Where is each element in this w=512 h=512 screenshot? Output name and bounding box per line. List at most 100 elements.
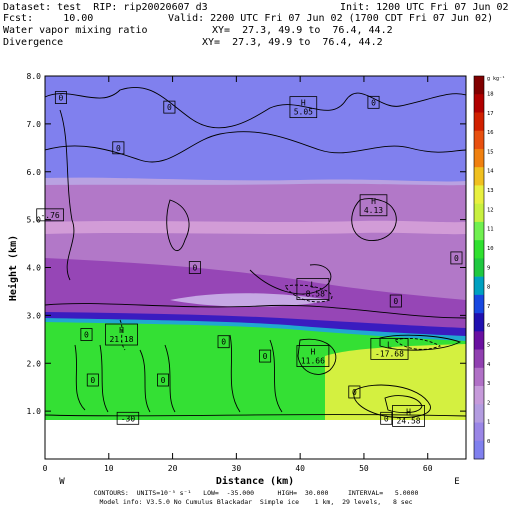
extremum-label: L-17.68 xyxy=(370,337,409,360)
label-text: 24.58 xyxy=(397,416,421,425)
label-text: H xyxy=(371,197,376,206)
band-ground xyxy=(45,420,466,459)
colorbar-label: 15 xyxy=(487,149,494,155)
footer-contour-info: CONTOURS: UNITS=10⁻⁵ s⁻¹ LOW= -35.000 HI… xyxy=(93,489,419,497)
label-box xyxy=(36,208,64,222)
colorbar-swatch xyxy=(474,240,484,259)
field-1-label: Water vapor mixing ratio xyxy=(3,25,148,36)
y-tick-label: 8.0 xyxy=(27,72,42,81)
label-text: 21.18 xyxy=(109,335,133,344)
label-box xyxy=(348,385,361,399)
contour-line xyxy=(59,109,75,281)
colorbar-label: 2 xyxy=(487,400,490,406)
colorbar-label: 12 xyxy=(487,207,494,213)
label-box xyxy=(188,261,201,274)
contour-label: 0 xyxy=(80,328,93,341)
y-axis-title: Height (km) xyxy=(7,235,19,301)
label-text: H xyxy=(119,326,124,335)
contour-label: 0 xyxy=(380,411,393,425)
field-2-xy-label: XY= 27.3, 49.9 to 76.4, 44.2 xyxy=(202,37,383,48)
label-box xyxy=(54,91,67,104)
contour-line xyxy=(249,264,332,295)
y-tick-label: 6.0 xyxy=(27,168,42,177)
x-tick-label: 10 xyxy=(104,464,114,473)
label-box xyxy=(112,141,125,155)
colorbar-label: 16 xyxy=(487,130,494,136)
colorbar-label: 9 xyxy=(487,265,490,271)
contour-line xyxy=(45,303,466,319)
label-text: 0 xyxy=(454,254,459,263)
label-text: 0 xyxy=(116,144,121,153)
colorbar-label: 13 xyxy=(487,188,494,194)
label-text: 0 xyxy=(59,94,64,103)
colorbar-label: 4 xyxy=(487,362,491,368)
colorbar-swatch xyxy=(474,203,484,223)
label-text: 0 xyxy=(221,338,226,347)
contour-line xyxy=(45,414,466,417)
label-box xyxy=(296,278,330,300)
label-box xyxy=(116,411,140,425)
contour-label: 0 xyxy=(450,251,463,265)
colorbar-swatch xyxy=(474,185,484,204)
colorbar-label: 6 xyxy=(487,323,490,329)
colorbar-label: 17 xyxy=(487,111,494,117)
field-2-label: Divergence xyxy=(3,37,64,48)
extremum-label: H11.66 xyxy=(296,345,330,367)
colorbar-swatch xyxy=(474,313,484,332)
contour-label: 0 xyxy=(157,373,170,387)
label-box xyxy=(105,323,138,346)
colorbar-label: 10 xyxy=(487,246,494,252)
colorbar-label: 14 xyxy=(487,169,494,175)
contour-line xyxy=(74,344,176,413)
colorbar-swatch xyxy=(474,167,484,186)
label-text: L xyxy=(310,281,315,290)
label-box xyxy=(289,96,318,119)
label-text: 0 xyxy=(263,352,268,361)
colorbar-swatch xyxy=(474,367,484,387)
label-box xyxy=(80,328,93,341)
label-text: 0 xyxy=(161,376,166,385)
label-text: 0 xyxy=(167,103,172,112)
label-box xyxy=(389,294,402,308)
contour-line xyxy=(45,131,466,163)
colorbar-swatch xyxy=(474,94,484,113)
extremum-label: H5.05 xyxy=(289,96,318,119)
colorbar-swatch xyxy=(474,130,484,150)
contour-line xyxy=(45,86,466,129)
contour-line xyxy=(297,338,337,375)
contour-line xyxy=(384,395,423,414)
contour-label: 0 xyxy=(54,91,67,104)
label-text: 0 xyxy=(371,98,376,107)
label-box xyxy=(450,251,463,265)
init-time-label: Init: 1200 UTC Fri 07 Jun 02 xyxy=(340,2,509,13)
band-lower-yellow xyxy=(325,344,466,420)
label-text: 4.13 xyxy=(364,206,383,215)
y-tick-label: 2.0 xyxy=(27,359,42,368)
band-light-pocket xyxy=(170,293,330,307)
colorbar-swatch xyxy=(474,349,484,369)
label-box xyxy=(359,194,388,217)
label-text: H xyxy=(406,407,411,416)
label-text: -17.68 xyxy=(375,349,404,358)
label-box xyxy=(163,100,176,114)
colorbar-units-label: g kg⁻¹ xyxy=(487,76,505,82)
label-box xyxy=(259,349,272,363)
label-text: 11.66 xyxy=(301,357,325,366)
colorbar-label: 18 xyxy=(487,92,494,98)
label-box xyxy=(370,337,409,360)
extremum-label: H4.13 xyxy=(359,194,388,217)
forecast-label: Fcst: 10.00 xyxy=(3,13,94,24)
y-tick-label: 3.0 xyxy=(27,311,42,320)
colorbar-frame xyxy=(473,75,485,460)
colorbar-swatch xyxy=(474,386,484,405)
colorbar-swatch xyxy=(474,331,484,350)
label-text: 0 xyxy=(90,376,95,385)
x-tick-label: 50 xyxy=(359,464,369,473)
colorbar-swatch xyxy=(474,258,484,277)
colorbar-swatch xyxy=(474,112,484,132)
label-text: -.76 xyxy=(40,211,59,220)
label-box xyxy=(367,95,380,109)
colorbar-swatch xyxy=(474,404,484,423)
label-text: 0 xyxy=(84,331,89,340)
